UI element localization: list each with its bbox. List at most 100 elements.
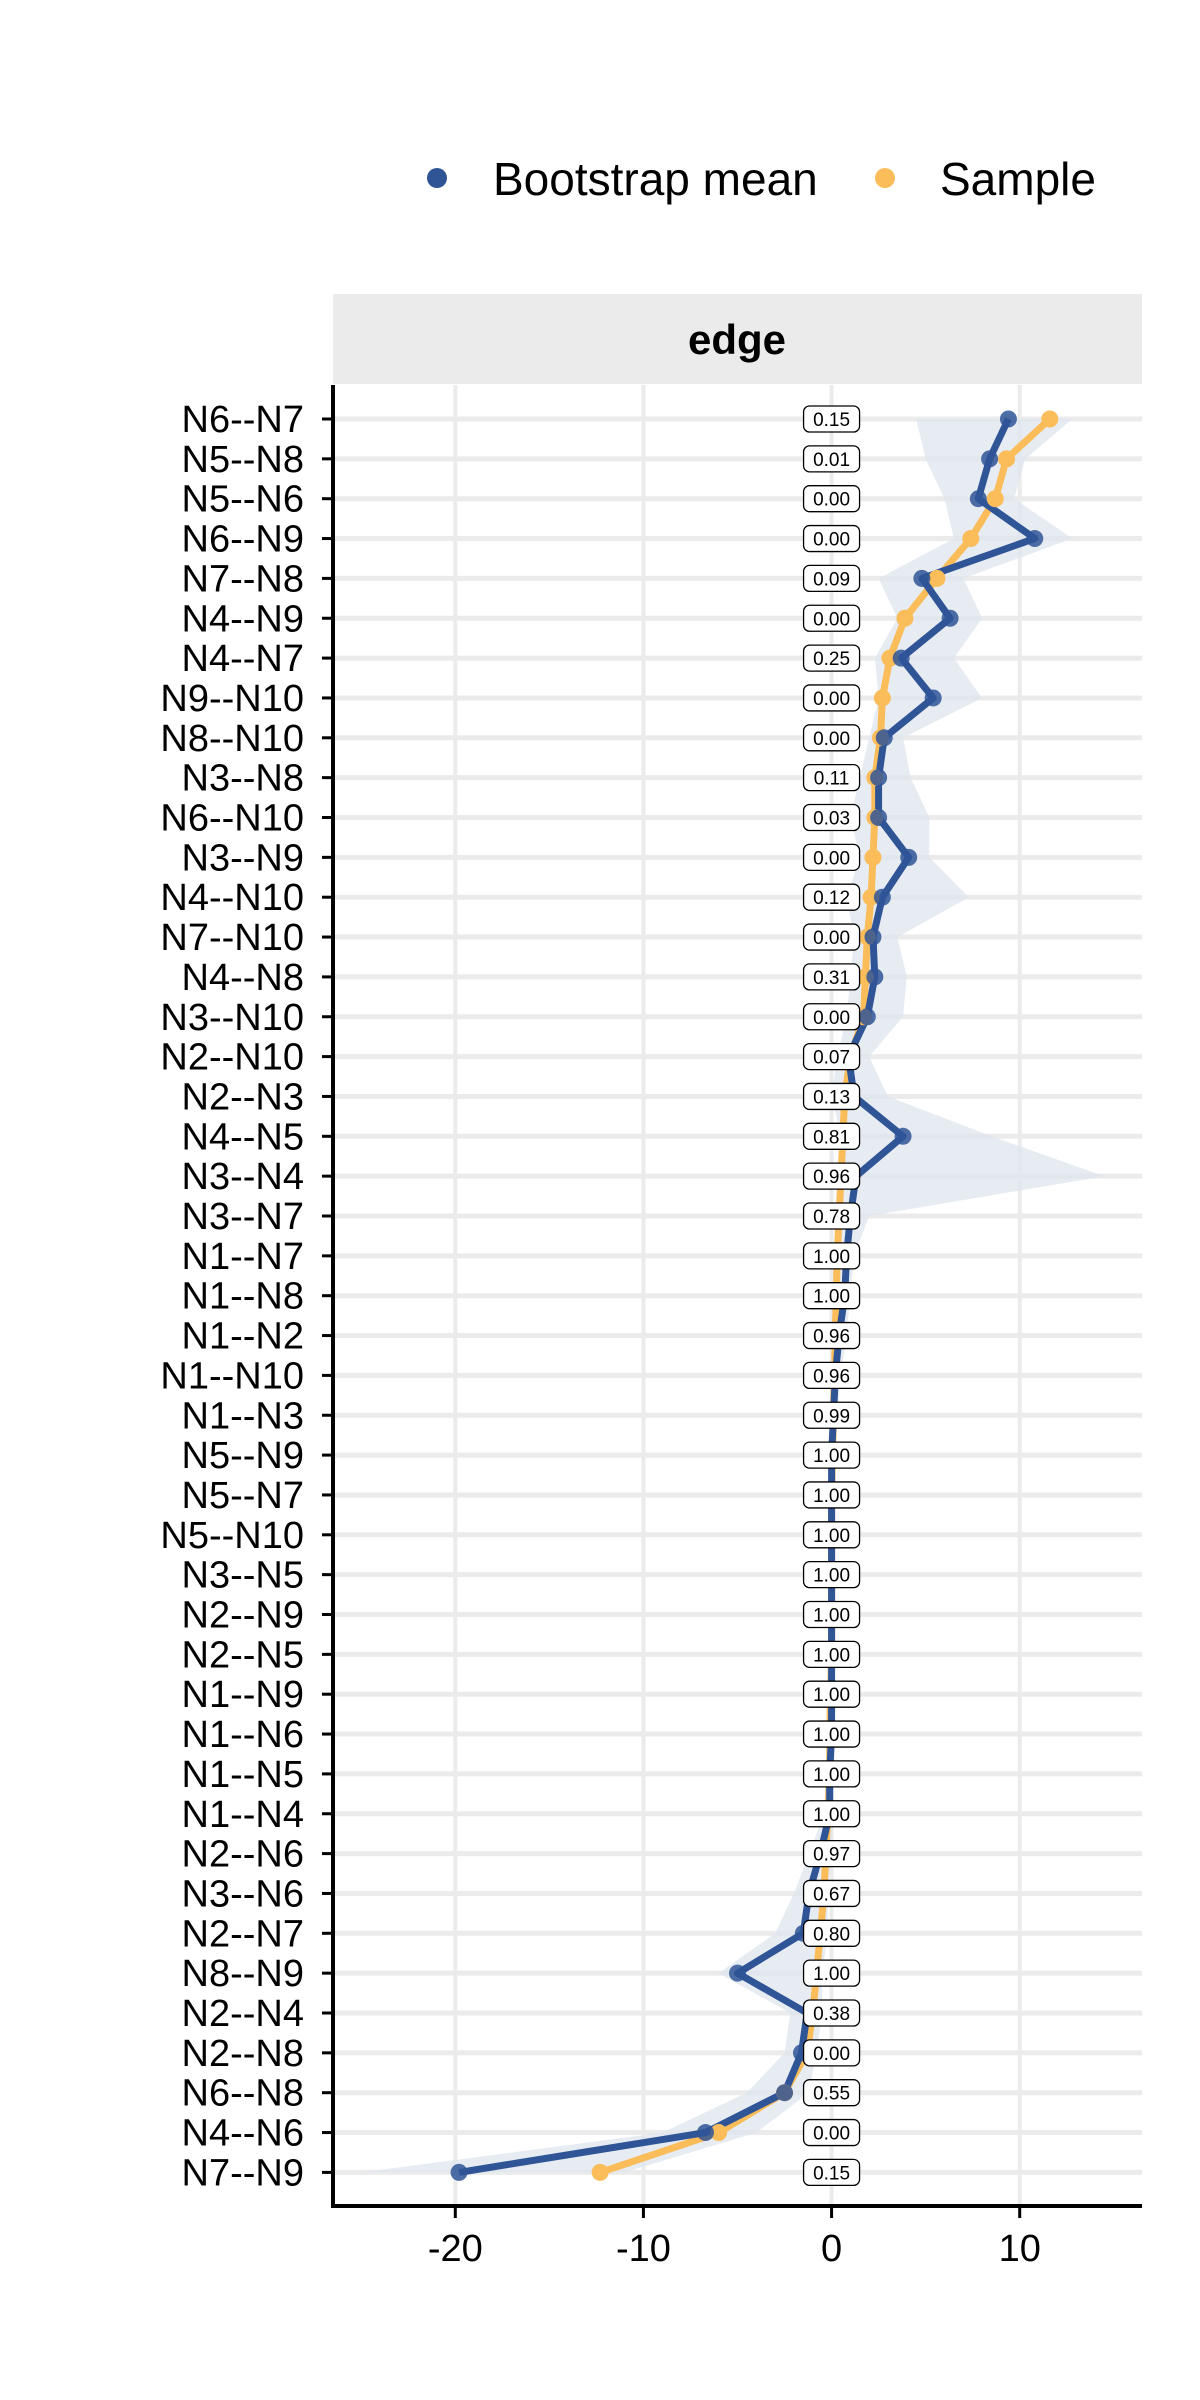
edge-value-label-24: 0.96 (802, 1361, 861, 1390)
facet-strip-label: edge (688, 316, 786, 363)
edge-value-label-18: 0.81 (802, 1122, 861, 1150)
y-tick-label: N7--N10 (160, 917, 304, 959)
edge-value-label-box (802, 1680, 861, 1708)
edge-value-label-box (802, 1879, 861, 1908)
edge-value-label-box (802, 485, 861, 513)
y-tick-label: N2--N3 (182, 1076, 304, 1118)
edge-value-label-text: 1.00 (813, 1805, 850, 1826)
y-tick-label: N1--N4 (182, 1794, 304, 1836)
edge-value-label-box (802, 524, 861, 553)
gridlines (333, 385, 1142, 2206)
edge-value-label-text: 0.07 (813, 1048, 850, 1069)
edge-value-label-text: 0.00 (813, 729, 850, 750)
bootstrap-mean-point-14 (866, 968, 884, 986)
edge-value-labels: 0.15 0.01 0.00 0.00 0.09 0.00 0.25 0.00 0.00 0.11… (802, 405, 861, 2187)
edge-value-label-text: 0.96 (813, 1327, 850, 1348)
edge-value-label-box (802, 564, 861, 593)
edge-value-label-8: 0.00 (802, 724, 861, 752)
edge-value-label-box (802, 1401, 861, 1429)
y-tick-label: N1--N9 (182, 1674, 304, 1716)
legend-label-sample: Sample (940, 153, 1096, 205)
bootstrap-mean-point-42 (776, 2084, 794, 2102)
y-tick-label: N2--N5 (182, 1634, 304, 1676)
edge-value-label-box (802, 684, 861, 712)
bootstrap-mean-point-43 (697, 2124, 715, 2142)
edge-value-label-box (802, 1042, 861, 1071)
edge-value-label-text: 1.00 (813, 1765, 850, 1786)
edge-value-label-13: 0.00 (802, 923, 861, 951)
edge-value-label-text: 0.78 (813, 1207, 850, 1228)
edge-value-label-text: 1.00 (813, 1247, 850, 1268)
y-tick-label: N1--N2 (182, 1316, 304, 1358)
x-tick-label: 10 (999, 2228, 1041, 2270)
edge-value-label-16: 0.07 (802, 1042, 861, 1071)
sample-point-2 (986, 490, 1004, 508)
edge-value-label-box (802, 1999, 861, 2027)
sample-point-11 (864, 848, 882, 866)
edge-value-label-text: 1.00 (813, 1486, 850, 1507)
edge-value-label-box (802, 2079, 861, 2107)
edge-value-label-35: 1.00 (802, 1800, 861, 1828)
edge-value-label-2: 0.00 (802, 485, 861, 513)
y-tick-label: N4--N9 (182, 598, 304, 640)
edge-value-label-text: 0.00 (813, 689, 850, 710)
y-tick-label: N3--N6 (182, 1873, 304, 1915)
x-tick-label: 0 (821, 2228, 842, 2270)
edge-value-label-37: 0.67 (802, 1879, 861, 1908)
y-tick-label: N3--N5 (182, 1555, 304, 1597)
edge-value-label-text: 0.38 (813, 2004, 850, 2025)
edge-value-label-text: 0.00 (813, 848, 850, 869)
edge-value-label-22: 1.00 (802, 1282, 861, 1310)
edge-value-label-text: 0.03 (813, 809, 850, 830)
edge-value-label-text: 0.96 (813, 1366, 850, 1387)
edge-value-label-box (802, 2118, 861, 2147)
edge-value-label-box (802, 2158, 861, 2187)
edge-value-label-15: 0.00 (802, 1003, 861, 1031)
bootstrap-mean-point-18 (894, 1127, 912, 1145)
y-tick-label: N3--N4 (182, 1156, 304, 1198)
y-tick-label: N5--N6 (182, 479, 304, 521)
edge-value-label-30: 1.00 (802, 1600, 861, 1629)
bootstrap-mean-point-5 (941, 609, 959, 627)
edge-value-label-23: 0.96 (802, 1321, 861, 1350)
y-tick-label: N6--N9 (182, 519, 304, 561)
edge-value-label-box (802, 1481, 861, 1509)
bootstrap-mean-point-11 (900, 848, 918, 866)
y-tick-label: N4--N10 (160, 877, 304, 919)
edge-value-label-box (802, 843, 861, 871)
edge-value-label-text: 1.00 (813, 1566, 850, 1587)
edge-value-label-text: 0.09 (813, 569, 850, 590)
edge-value-label-text: 0.00 (813, 609, 850, 630)
x-axis-ticks: -20 -10 0 10 (428, 2206, 1041, 2270)
edge-value-label-17: 0.13 (802, 1082, 861, 1111)
edge-value-label-text: 0.15 (813, 410, 850, 431)
confidence-band (361, 419, 1105, 2173)
y-tick-label: N7--N9 (182, 2152, 304, 2194)
y-tick-label: N5--N9 (182, 1435, 304, 1477)
edge-value-label-box (802, 644, 861, 672)
edge-value-label-32: 1.00 (802, 1680, 861, 1708)
edge-value-label-31: 1.00 (802, 1640, 861, 1668)
y-tick-label: N6--N8 (182, 2073, 304, 2115)
edge-value-label-box (802, 1122, 861, 1150)
edge-value-label-3: 0.00 (802, 524, 861, 553)
edge-value-label-40: 0.38 (802, 1999, 861, 2027)
edge-value-label-text: 0.00 (813, 530, 850, 551)
bootstrap-mean-point-12 (873, 888, 891, 906)
edge-value-label-text: 0.00 (813, 2124, 850, 2145)
edge-value-label-text: 0.81 (813, 1127, 850, 1148)
edge-value-label-text: 1.00 (813, 1964, 850, 1985)
y-tick-label: N7--N8 (182, 558, 304, 600)
bootstrap-mean-point-44 (450, 2163, 468, 2181)
edge-value-label-text: 0.80 (813, 1924, 850, 1945)
y-tick-label: N5--N10 (160, 1515, 304, 1557)
y-tick-label: N3--N8 (182, 758, 304, 800)
sample-point-0 (1041, 410, 1059, 428)
edge-value-label-box (802, 1800, 861, 1828)
legend-label-bootstrap-mean: Bootstrap mean (493, 153, 818, 205)
x-tick-label: -20 (428, 2228, 483, 2270)
edge-value-label-25: 0.99 (802, 1401, 861, 1429)
edge-value-label-text: 0.97 (813, 1845, 850, 1866)
edge-value-label-38: 0.80 (802, 1919, 861, 1947)
edge-value-label-text: 0.12 (813, 888, 850, 909)
